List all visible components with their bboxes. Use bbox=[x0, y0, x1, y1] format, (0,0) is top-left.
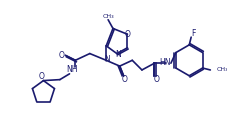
Text: CH₃: CH₃ bbox=[102, 14, 114, 19]
Text: N: N bbox=[104, 55, 110, 64]
Text: O: O bbox=[121, 75, 127, 84]
Text: CH₃: CH₃ bbox=[215, 67, 227, 72]
Text: F: F bbox=[190, 29, 195, 38]
Text: O: O bbox=[38, 72, 44, 81]
Text: O: O bbox=[153, 75, 159, 84]
Text: N: N bbox=[114, 50, 120, 59]
Text: O: O bbox=[59, 51, 64, 60]
Text: NH: NH bbox=[66, 65, 78, 75]
Text: HN: HN bbox=[159, 58, 170, 67]
Text: O: O bbox=[124, 30, 130, 39]
